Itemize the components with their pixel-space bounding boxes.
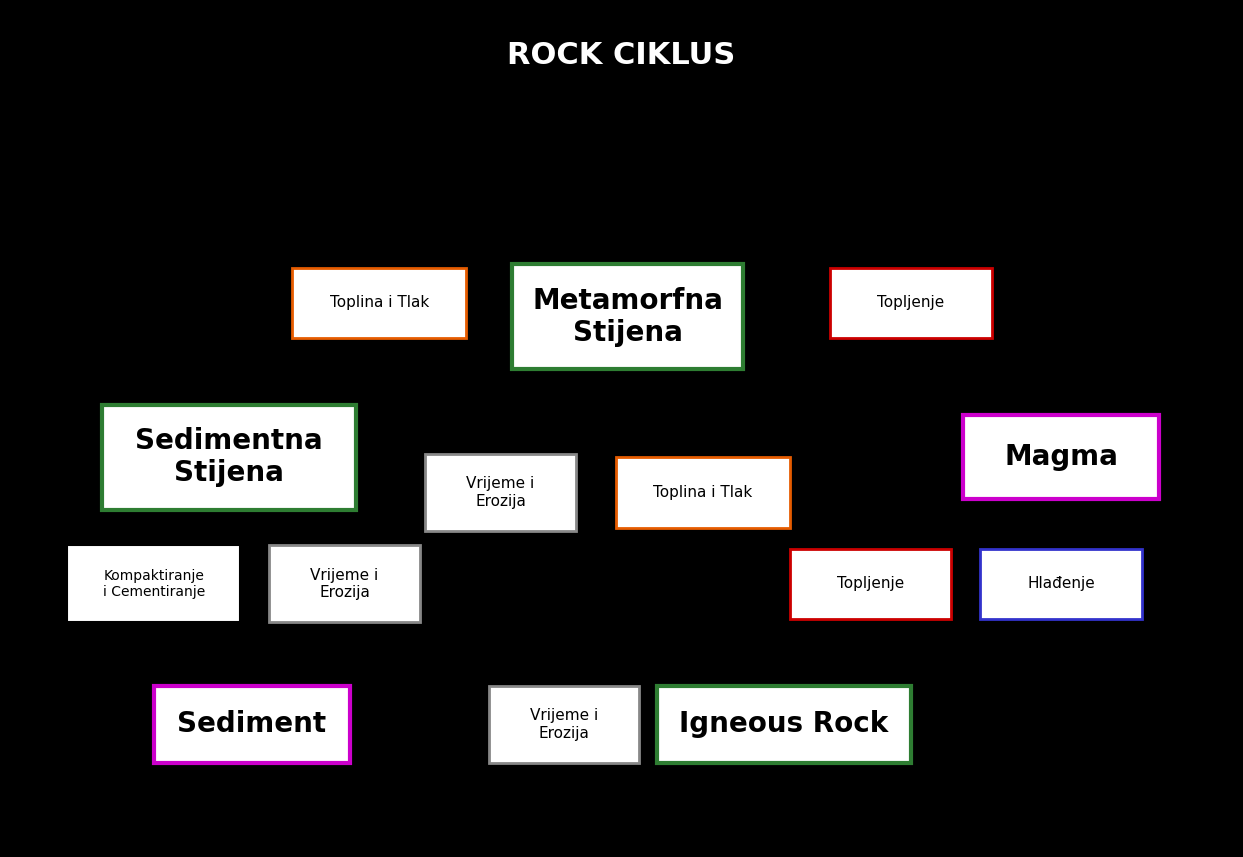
- Text: Vrijeme i
Erozija: Vrijeme i Erozija: [530, 708, 598, 740]
- Text: Toplina i Tlak: Toplina i Tlak: [654, 485, 752, 500]
- FancyBboxPatch shape: [963, 415, 1160, 500]
- Text: Toplina i Tlak: Toplina i Tlak: [329, 295, 429, 310]
- FancyBboxPatch shape: [292, 267, 466, 338]
- FancyBboxPatch shape: [102, 405, 355, 510]
- FancyBboxPatch shape: [512, 264, 743, 369]
- FancyBboxPatch shape: [656, 686, 911, 763]
- Text: Igneous Rock: Igneous Rock: [679, 710, 889, 739]
- FancyBboxPatch shape: [789, 548, 951, 619]
- Text: Sedimentna
Stijena: Sedimentna Stijena: [135, 427, 323, 488]
- FancyBboxPatch shape: [830, 267, 992, 338]
- Text: Kompaktiranje
i Cementiranje: Kompaktiranje i Cementiranje: [103, 569, 205, 599]
- FancyBboxPatch shape: [154, 686, 351, 763]
- Text: Topljenje: Topljenje: [878, 295, 945, 310]
- Text: ROCK CIKLUS: ROCK CIKLUS: [507, 41, 736, 70]
- Text: Topljenje: Topljenje: [837, 576, 904, 591]
- FancyBboxPatch shape: [425, 454, 576, 531]
- FancyBboxPatch shape: [67, 545, 240, 622]
- Text: Sediment: Sediment: [178, 710, 327, 739]
- FancyBboxPatch shape: [981, 548, 1142, 619]
- Text: Vrijeme i
Erozija: Vrijeme i Erozija: [466, 476, 534, 509]
- FancyBboxPatch shape: [270, 545, 420, 622]
- Text: Hlađenje: Hlađenje: [1027, 576, 1095, 591]
- FancyBboxPatch shape: [488, 686, 639, 763]
- Text: Vrijeme i
Erozija: Vrijeme i Erozija: [311, 567, 379, 600]
- Text: Magma: Magma: [1004, 443, 1119, 471]
- FancyBboxPatch shape: [617, 458, 789, 528]
- Text: Metamorfna
Stijena: Metamorfna Stijena: [532, 286, 723, 347]
